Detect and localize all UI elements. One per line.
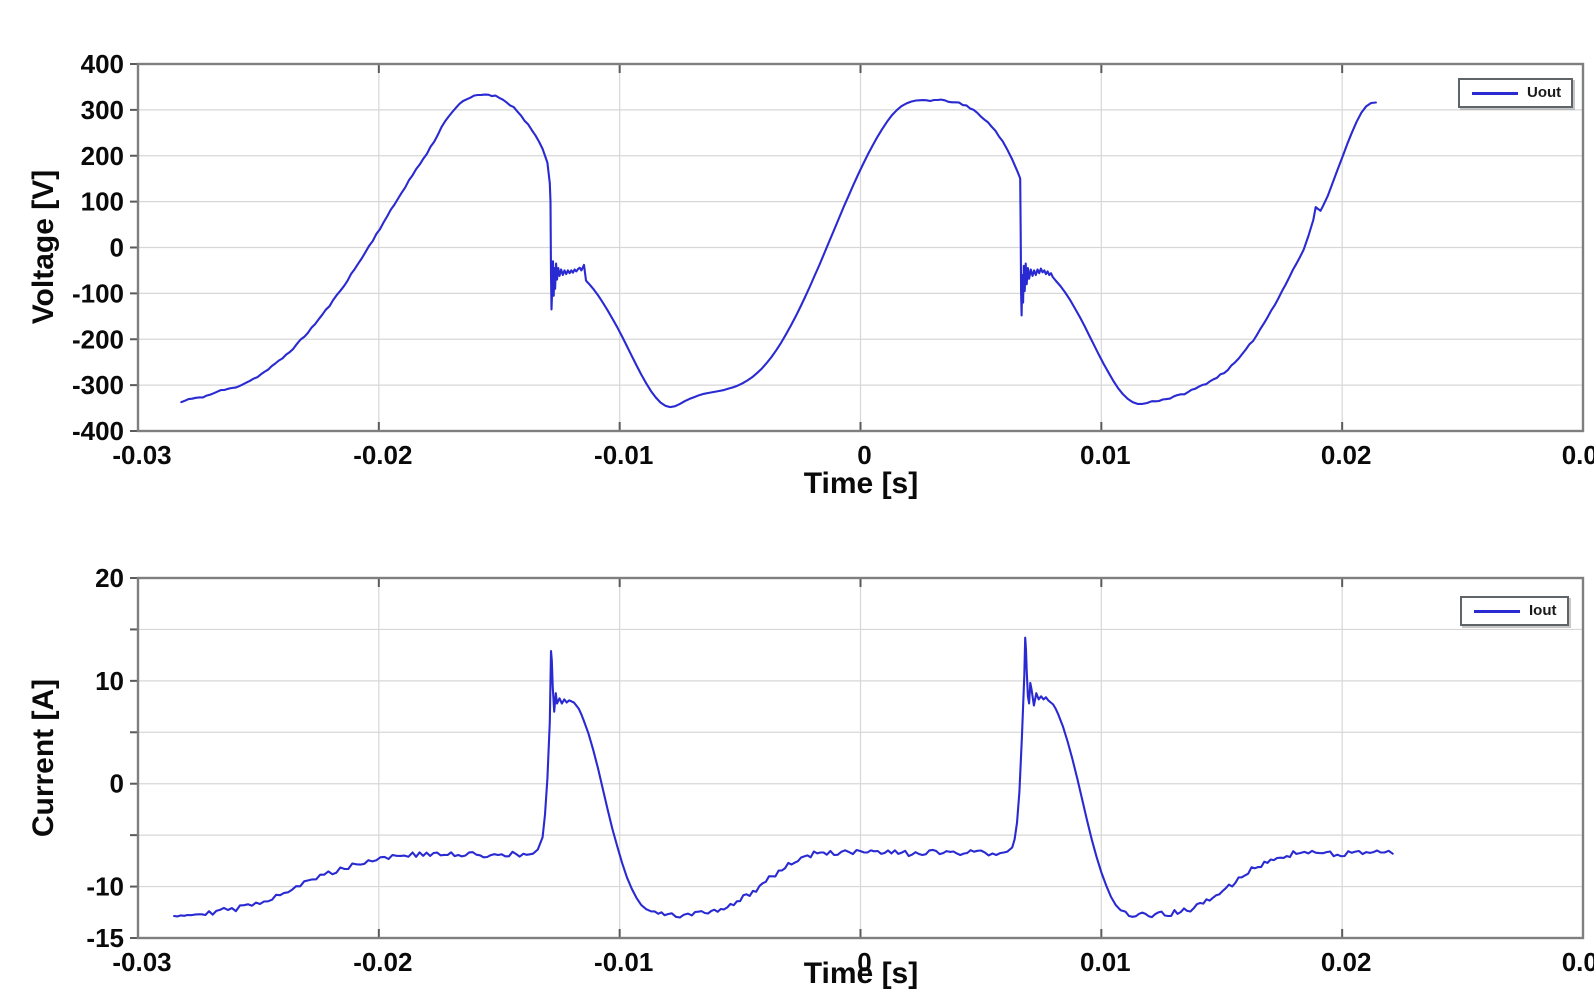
y-tick-label: 300 bbox=[81, 95, 124, 125]
current-y-axis-label: Current [A] bbox=[27, 678, 60, 838]
x-tick-label: -0.02 bbox=[353, 947, 412, 977]
voltage-legend-label: Uout bbox=[1527, 84, 1562, 101]
y-tick-label: -300 bbox=[72, 370, 124, 400]
y-tick-label: -100 bbox=[72, 278, 124, 308]
y-tick-label: -200 bbox=[72, 324, 124, 354]
chart-0: 400 300 200 100 0 -100 -200 -300 -400-0.03 -0.02 -… bbox=[72, 49, 1594, 470]
grid-lines bbox=[138, 64, 1583, 431]
y-tick-label: -400 bbox=[72, 416, 124, 446]
current-legend: Iout bbox=[1460, 596, 1569, 626]
plot-frame bbox=[136, 576, 1585, 940]
voltage-curve bbox=[180, 93, 1377, 409]
y-tick-label: -15 bbox=[86, 923, 124, 953]
x-tick-label: 0.01 bbox=[1080, 440, 1131, 470]
y-tick-label: 100 bbox=[81, 187, 124, 217]
voltage-legend: Uout bbox=[1458, 78, 1574, 108]
legend-line-swatch bbox=[1474, 609, 1520, 613]
x-tick-label: 0.01 bbox=[1080, 947, 1131, 977]
x-tick-label: 0.03 bbox=[1562, 440, 1594, 470]
voltage-x-axis-label: Time [s] bbox=[803, 467, 919, 500]
y-tick-label: 10 bbox=[95, 666, 124, 696]
y-tick-label: 0 bbox=[110, 233, 124, 263]
x-tick-label: 0 bbox=[857, 947, 871, 977]
y-tick-label: 400 bbox=[81, 49, 124, 79]
x-tick-label: 0 bbox=[857, 440, 871, 470]
y-tick-label: 200 bbox=[81, 141, 124, 171]
x-tick-label: -0.02 bbox=[353, 440, 412, 470]
x-tick-label: -0.01 bbox=[594, 947, 653, 977]
y-tick-label: 0 bbox=[110, 769, 124, 799]
x-tick-label: -0.03 bbox=[112, 947, 171, 977]
chart-1: 20 10 0 -10 -15-0.03 -0.02 -0.01 0 0.01 0.02 0.03 bbox=[86, 563, 1594, 977]
x-tick-label: 0.03 bbox=[1562, 947, 1594, 977]
y-tick-label: 20 bbox=[95, 563, 124, 593]
voltage-y-axis-label: Voltage [V] bbox=[27, 169, 60, 325]
current-curve bbox=[173, 636, 1394, 919]
legend-line-swatch bbox=[1472, 91, 1518, 95]
current-x-axis-label: Time [s] bbox=[803, 957, 919, 990]
current-legend-label: Iout bbox=[1529, 602, 1557, 619]
grid-lines bbox=[138, 578, 1583, 938]
axis-ticks bbox=[130, 577, 1584, 939]
plot-frame bbox=[136, 62, 1585, 433]
x-tick-label: -0.03 bbox=[112, 440, 171, 470]
x-tick-label: -0.01 bbox=[594, 440, 653, 470]
x-tick-label: 0.02 bbox=[1321, 947, 1372, 977]
x-tick-label: 0.02 bbox=[1321, 440, 1372, 470]
y-tick-label: -10 bbox=[86, 872, 124, 902]
